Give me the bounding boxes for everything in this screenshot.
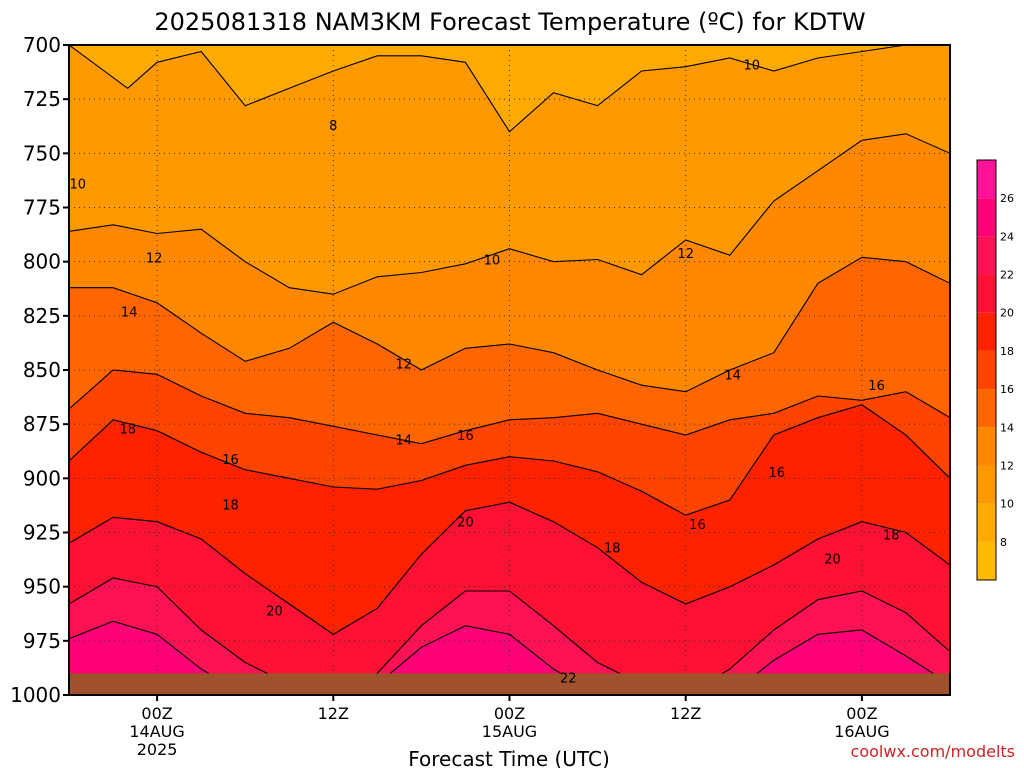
colorbar-label: 20 xyxy=(1000,307,1014,320)
colorbar-segment xyxy=(977,274,996,313)
contour-labels: 10 8 10 12 10 12 14 12 14 18 14 16 16 16 16 18 20 16 18 18 2… xyxy=(70,59,900,687)
contour-label: 12 xyxy=(146,251,163,266)
contour-label: 10 xyxy=(744,59,761,74)
contour-14 xyxy=(69,256,950,393)
grid-lines xyxy=(69,44,950,696)
x-tick-label: 16AUG xyxy=(834,722,889,741)
contour-10 xyxy=(69,45,950,133)
y-tick-label: 750 xyxy=(23,141,61,165)
colorbar-segment xyxy=(977,198,996,237)
y-tick-label: 700 xyxy=(23,33,61,57)
contour-label: 14 xyxy=(724,368,741,383)
y-tick-label: 850 xyxy=(23,358,61,382)
contour-label: 16 xyxy=(868,379,885,394)
contour-16 xyxy=(69,369,950,445)
contour-18 xyxy=(69,404,950,516)
contour-label: 20 xyxy=(457,516,474,531)
contour-label: 20 xyxy=(824,553,841,568)
chart-title: 2025081318 NAM3KM Forecast Temperature (… xyxy=(154,8,865,36)
y-tick-label: 775 xyxy=(23,196,61,220)
y-axis: 700 725 750 775 800 825 850 875 900 925 950 975 1000 xyxy=(10,33,69,707)
y-tick-label: 1000 xyxy=(10,683,61,707)
colorbar-segment xyxy=(977,389,996,428)
contour-12 xyxy=(69,133,950,295)
colorbar-segment xyxy=(977,541,996,580)
contour-label: 10 xyxy=(484,254,501,269)
contour-label: 8 xyxy=(329,119,337,134)
colorbar-label: 8 xyxy=(1000,536,1007,549)
contour-20 xyxy=(69,501,950,635)
x-tick-label: 12Z xyxy=(318,704,349,723)
colorbar-label: 24 xyxy=(1000,230,1014,243)
colorbar-segment xyxy=(977,160,996,199)
contour-label: 16 xyxy=(689,518,706,533)
credit-text: coolwx.com/modelts xyxy=(851,742,1015,761)
y-tick-label: 925 xyxy=(23,521,61,545)
x-tick-label: 00Z xyxy=(141,704,172,723)
contour-label: 18 xyxy=(883,529,900,544)
contour-label: 16 xyxy=(222,453,239,468)
x-axis-label: Forecast Time (UTC) xyxy=(408,747,610,768)
ground-fill xyxy=(69,673,950,695)
x-tick-label: 00Z xyxy=(494,704,525,723)
contour-label: 10 xyxy=(70,178,87,193)
x-tick-label: 14AUG xyxy=(129,722,184,741)
colorbar-segment xyxy=(977,427,996,466)
x-tick-label: 2025 xyxy=(137,740,178,759)
x-tick-label: 15AUG xyxy=(482,722,537,741)
colorbar-frame xyxy=(976,159,997,581)
contour-label: 12 xyxy=(677,247,694,262)
colorbar-segment xyxy=(977,236,996,275)
colorbar-segment xyxy=(977,503,996,542)
y-tick-label: 725 xyxy=(23,87,61,111)
colorbar-segment xyxy=(977,350,996,390)
contour-label: 18 xyxy=(222,498,239,513)
y-tick-label: 800 xyxy=(23,250,61,274)
contour-label: 18 xyxy=(119,423,136,438)
contour-label: 20 xyxy=(266,605,283,620)
colorbar-legend: 8 10 12 14 16 18 20 22 24 26 xyxy=(976,159,1014,581)
contour-label: 14 xyxy=(121,306,138,321)
x-tick-label: 12Z xyxy=(670,704,701,723)
colorbar-label: 16 xyxy=(1000,383,1014,396)
colorbar-segment xyxy=(977,312,996,351)
colorbar-label: 22 xyxy=(1000,269,1014,282)
colorbar-segment xyxy=(977,465,996,504)
y-tick-label: 825 xyxy=(23,304,61,328)
colorbar-label: 18 xyxy=(1000,345,1014,358)
contour-label: 14 xyxy=(396,433,413,448)
colorbar-label: 10 xyxy=(1000,498,1014,511)
colorbar-label: 14 xyxy=(1000,421,1014,434)
contour-label: 22 xyxy=(560,672,577,687)
contour-label: 12 xyxy=(396,358,413,373)
y-tick-label: 950 xyxy=(23,575,61,599)
y-tick-label: 975 xyxy=(23,629,61,653)
x-tick-label: 00Z xyxy=(846,704,877,723)
y-tick-label: 900 xyxy=(23,466,61,490)
band-24 xyxy=(69,621,950,695)
contour-label: 18 xyxy=(604,542,621,557)
contour-label: 16 xyxy=(457,429,474,444)
colorbar-label: 26 xyxy=(1000,192,1014,205)
colorbar-label: 12 xyxy=(1000,459,1014,472)
contour-label: 16 xyxy=(768,466,785,481)
ground-surface xyxy=(69,673,950,695)
y-tick-label: 875 xyxy=(23,412,61,436)
